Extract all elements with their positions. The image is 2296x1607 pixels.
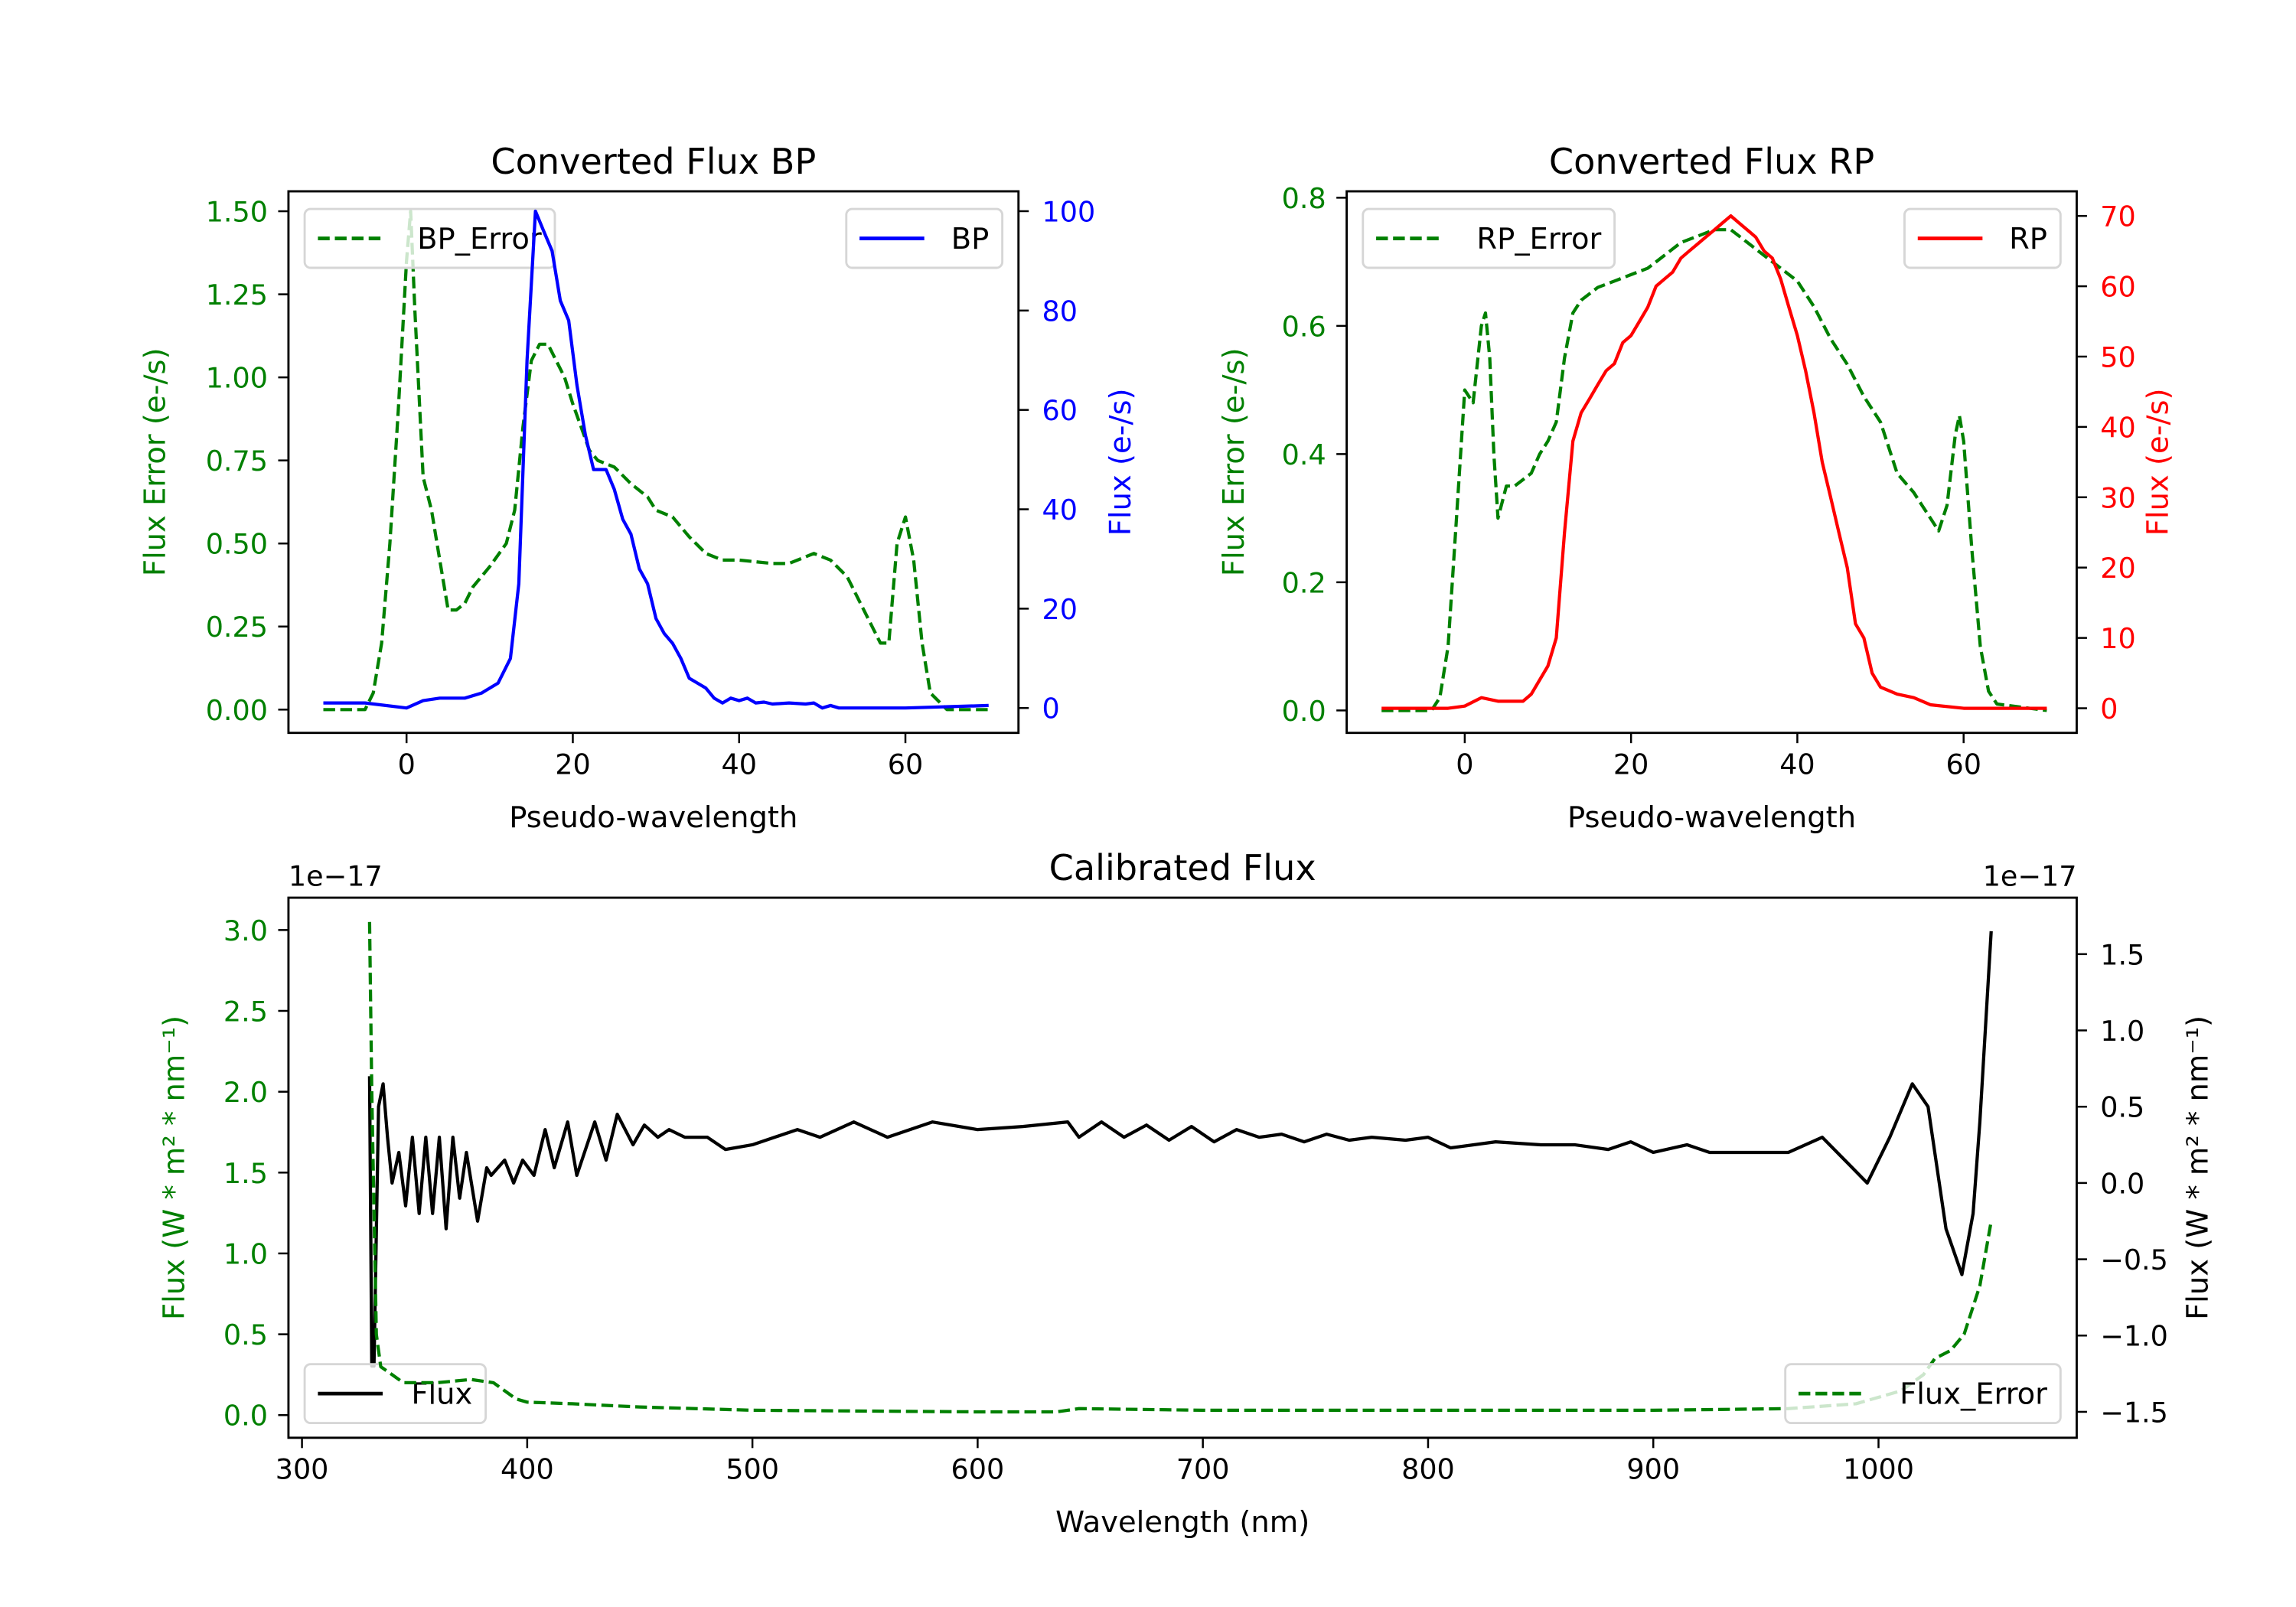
y-left-tick-label: 0.00 <box>206 694 268 727</box>
legend-rp: RP <box>1903 207 2062 269</box>
legend-flux-error: Flux_Error <box>1784 1363 2062 1425</box>
x-tick-label: 600 <box>951 1453 1005 1486</box>
y-left-tick-label: 0.25 <box>206 611 268 644</box>
legend-label: Flux_Error <box>1900 1377 2047 1412</box>
legend-bp-error: BP_Error <box>303 207 556 269</box>
legend-box <box>303 207 556 269</box>
y-left-tick-label: 1.00 <box>206 362 268 395</box>
y-left-tick-label: 0.0 <box>1282 695 1326 728</box>
y-right-tick-label: 1.0 <box>2100 1015 2144 1048</box>
y-left-tick-label: 2.0 <box>223 1076 268 1109</box>
y-right-tick-label: 0 <box>2100 693 2118 725</box>
x-tick-label: 1000 <box>1843 1453 1914 1486</box>
y-left-axis-label: Flux Error (e-/s) <box>138 348 172 577</box>
y-left-axis-label: Flux (W * m² * nm⁻¹) <box>157 1015 191 1320</box>
x-tick-label: 0 <box>1456 748 1473 781</box>
y-left-tick-label: 0.6 <box>1282 310 1326 343</box>
legend-label: RP <box>2009 222 2047 256</box>
bp-axes: BP_Error BP 0 20 40 60 0.00 0.25 0.50 0.75 1.00 1.2… <box>138 141 1138 835</box>
y-right-axis-label: Flux (W * m² * nm⁻¹) <box>2181 1015 2216 1320</box>
y-left-tick-label: 1.0 <box>223 1237 268 1270</box>
legend-bp: BP <box>845 207 1004 269</box>
y-right-tick-label: 20 <box>2100 552 2135 585</box>
x-tick-label: 800 <box>1401 1453 1455 1486</box>
y-right-tick-label: 1.5 <box>2100 938 2144 971</box>
legend-label: RP_Error <box>1476 222 1601 256</box>
x-tick-label: 60 <box>888 748 923 781</box>
y-right-tick-label: −1.5 <box>2100 1396 2168 1429</box>
axes-frame <box>287 896 2078 1439</box>
x-axis-label: Pseudo-wavelength <box>1567 800 1856 835</box>
chart-title: Calibrated Flux <box>1049 847 1316 888</box>
series-line-flux <box>367 931 1993 1368</box>
y-left-tick-label: 1.50 <box>206 196 268 229</box>
legend-box <box>303 1363 488 1425</box>
x-tick-label: 60 <box>1945 748 1981 781</box>
legend-rp-error: RP_Error <box>1362 207 1616 269</box>
y-left-tick-label: 2.5 <box>223 995 268 1028</box>
axes-frame <box>1345 190 2078 735</box>
y-left-tick-label: 3.0 <box>223 914 268 947</box>
y-right-axis-label: Flux (e-/s) <box>2141 389 2176 536</box>
y-right-tick-label: 60 <box>1042 394 1078 427</box>
y-right-tick-label: −1.0 <box>2100 1320 2168 1353</box>
series-line-flux-error <box>367 921 1993 1414</box>
x-tick-label: 700 <box>1176 1453 1230 1486</box>
y-left-axis-label: Flux Error (e-/s) <box>1217 348 1251 577</box>
y-right-tick-label: 70 <box>2100 200 2135 233</box>
x-tick-label: 40 <box>722 748 757 781</box>
y-right-tick-label: −0.5 <box>2100 1244 2168 1276</box>
y-right-tick-label: 60 <box>2100 271 2135 304</box>
legend-label: BP_Error <box>417 222 542 256</box>
y-left-tick-label: 0.50 <box>206 528 268 561</box>
y-left-tick-label: 0.0 <box>223 1400 268 1433</box>
x-axis-label: Wavelength (nm) <box>1055 1505 1309 1540</box>
x-tick-label: 20 <box>555 748 590 781</box>
y-right-tick-label: 50 <box>2100 341 2135 373</box>
y-right-tick-label: 30 <box>2100 481 2135 514</box>
legend-box <box>1362 207 1616 269</box>
y-left-tick-label: 0.5 <box>223 1319 268 1351</box>
series-line-bp-error <box>323 209 989 712</box>
y-left-offset-label: 1e−17 <box>289 860 383 893</box>
cal-axes: Flux Flux_Error 300 400 500 600 700 800 900 1000 0… <box>157 847 2215 1540</box>
series-line-bp <box>323 209 989 710</box>
y-left-tick-label: 0.8 <box>1282 182 1326 215</box>
rp-axes: RP_Error RP 0 20 40 60 0.0 0.2 0.4 0.6 0.8 0 10 20 30 4… <box>1217 141 2176 835</box>
series-line-rp <box>1381 214 2047 710</box>
x-tick-label: 0 <box>398 748 416 781</box>
x-tick-label: 300 <box>276 1453 329 1486</box>
y-left-tick-label: 0.4 <box>1282 438 1326 471</box>
y-right-offset-label: 1e−17 <box>1983 860 2077 893</box>
x-tick-label: 400 <box>501 1453 554 1486</box>
x-tick-label: 20 <box>1613 748 1649 781</box>
legend-flux: Flux <box>303 1363 488 1425</box>
y-left-tick-label: 1.25 <box>206 279 268 311</box>
y-right-tick-label: 100 <box>1042 195 1096 228</box>
y-left-tick-label: 0.75 <box>206 445 268 478</box>
y-right-axis-label: Flux (e-/s) <box>1104 389 1138 536</box>
legend-box <box>1784 1363 2062 1425</box>
chart-title: Converted Flux RP <box>1549 141 1874 182</box>
legend-label: BP <box>951 222 990 256</box>
y-right-tick-label: 0 <box>1042 693 1060 725</box>
y-left-tick-label: 0.2 <box>1282 566 1326 599</box>
series-line-rp-error <box>1381 228 2047 712</box>
y-left-tick-label: 1.5 <box>223 1157 268 1190</box>
y-right-tick-label: 0.0 <box>2100 1167 2144 1200</box>
x-axis-label: Pseudo-wavelength <box>509 800 797 835</box>
y-right-tick-label: 10 <box>2100 622 2135 655</box>
axes-frame <box>287 190 1020 735</box>
y-right-tick-label: 80 <box>1042 295 1078 328</box>
y-right-tick-label: 40 <box>2100 411 2135 444</box>
y-right-tick-label: 20 <box>1042 593 1078 626</box>
x-tick-label: 40 <box>1779 748 1815 781</box>
x-tick-label: 900 <box>1626 1453 1680 1486</box>
chart-title: Converted Flux BP <box>491 141 816 182</box>
y-right-tick-label: 0.5 <box>2100 1091 2144 1124</box>
x-tick-label: 500 <box>726 1453 779 1486</box>
y-right-tick-label: 40 <box>1042 494 1078 526</box>
